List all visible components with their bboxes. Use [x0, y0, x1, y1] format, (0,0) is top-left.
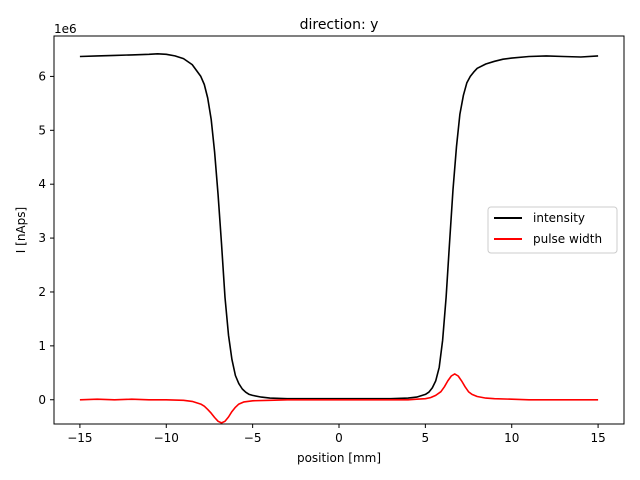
y-tick-label: 6	[38, 69, 46, 83]
x-axis-ticks: −15 −10 −5 0 5 10 15	[67, 424, 606, 445]
y-tick-label: 2	[38, 285, 46, 299]
y-axis-label: I [nAps]	[14, 207, 28, 253]
chart-title: direction: y	[300, 17, 379, 33]
y-tick-label: 0	[38, 393, 46, 407]
series-line-intensity	[79, 52, 599, 400]
y-offset-text: 1e6	[54, 22, 77, 36]
series-line-pulse-width	[79, 373, 599, 424]
x-tick-label: 0	[335, 431, 343, 445]
x-axis-label: position [mm]	[297, 451, 381, 465]
legend: intensity pulse width	[487, 206, 618, 254]
y-tick-label: 3	[38, 231, 46, 245]
legend-label-intensity: intensity	[533, 211, 585, 225]
y-axis-ticks: 0 1 2 3 4 5 6	[38, 69, 54, 407]
legend-label-pulse-width: pulse width	[533, 232, 602, 246]
x-tick-label: 10	[504, 431, 519, 445]
y-tick-label: 1	[38, 339, 46, 353]
series-layer	[79, 52, 599, 424]
x-tick-label: −10	[154, 431, 179, 445]
x-tick-label: −15	[67, 431, 92, 445]
x-tick-label: 15	[590, 431, 605, 445]
y-tick-label: 5	[38, 123, 46, 137]
x-tick-label: 5	[422, 431, 430, 445]
y-tick-label: 4	[38, 177, 46, 191]
x-tick-label: −5	[244, 431, 262, 445]
